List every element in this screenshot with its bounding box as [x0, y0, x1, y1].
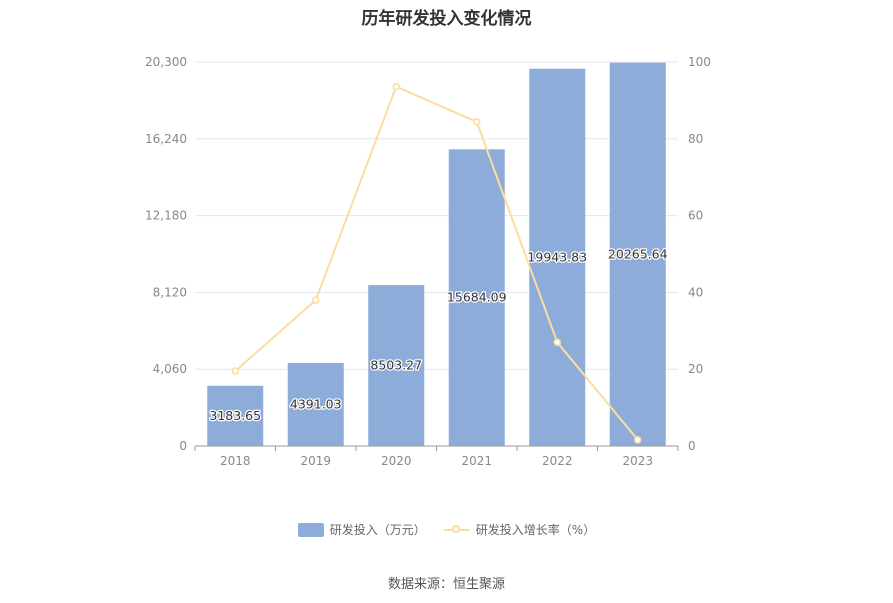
bar-data-label: 15684.09: [447, 290, 507, 305]
bar-data-label: 20265.64: [608, 246, 668, 261]
y-left-tick-label: 16,240: [145, 132, 187, 146]
y-left-tick-label: 0: [179, 439, 187, 453]
legend-bar-swatch: [297, 522, 324, 537]
y-right-tick-label: 0: [688, 439, 696, 453]
line-series: [231, 82, 642, 444]
y-left-tick-label: 8,120: [153, 285, 187, 299]
x-tick-label: 2020: [381, 454, 412, 468]
legend: 研发投入（万元） 研发投入增长率（%）: [0, 521, 893, 538]
growth-point: [553, 338, 561, 347]
growth-point: [231, 367, 239, 375]
bar-data-label: 3183.65: [209, 408, 261, 423]
bar: [529, 68, 586, 447]
legend-line-label: 研发投入增长率（%）: [475, 523, 596, 537]
y-left-tick-label: 20,300: [145, 55, 187, 69]
bar: [207, 385, 264, 446]
bar: [287, 362, 344, 446]
growth-point: [634, 436, 642, 444]
growth-point: [312, 296, 320, 304]
y-left-tick-label: 12,180: [145, 209, 187, 223]
data-source: 数据来源：恒生聚源: [387, 577, 505, 592]
bar-data-label: 8503.27: [370, 358, 422, 373]
bar-data-label: 4391.03: [290, 396, 342, 411]
x-tick-label: 2019: [300, 454, 331, 468]
gridlines: [195, 61, 678, 370]
x-tick-label: 2023: [622, 454, 653, 468]
growth-line: [234, 85, 639, 441]
y-right-tick-label: 80: [688, 132, 703, 146]
legend-line-swatch: [443, 523, 470, 537]
bar: [368, 285, 425, 446]
y-left-tick-label: 4,060: [153, 362, 187, 376]
y-right-tick-label: 100: [688, 55, 711, 69]
legend-item-line[interactable]: 研发投入增长率（%）: [443, 521, 596, 538]
bar-series: [207, 62, 666, 447]
bar-data-labels: 3183.65 4391.03 8503.27 15684.09 19943.83 202…: [208, 245, 669, 424]
y-right-tick-label: 40: [688, 285, 703, 299]
growth-point: [473, 118, 481, 126]
x-tick-label: 2022: [542, 454, 573, 468]
x-tick-label: 2021: [461, 454, 492, 468]
axes: 0 4,060 8,120 12,180 16,240 20,300 0 20 40 60 80 10…: [145, 55, 711, 468]
bar-data-label: 19943.83: [527, 249, 587, 264]
bar: [609, 62, 666, 446]
chart-title: 历年研发投入变化情况: [361, 9, 532, 29]
legend-item-bar[interactable]: 研发投入（万元）: [297, 521, 426, 538]
y-right-tick-label: 60: [688, 209, 703, 223]
x-tick-label: 2018: [220, 454, 251, 468]
bar: [448, 149, 505, 446]
growth-point: [392, 82, 400, 91]
legend-bar-label: 研发投入（万元）: [329, 523, 426, 537]
y-right-tick-label: 20: [688, 362, 703, 376]
